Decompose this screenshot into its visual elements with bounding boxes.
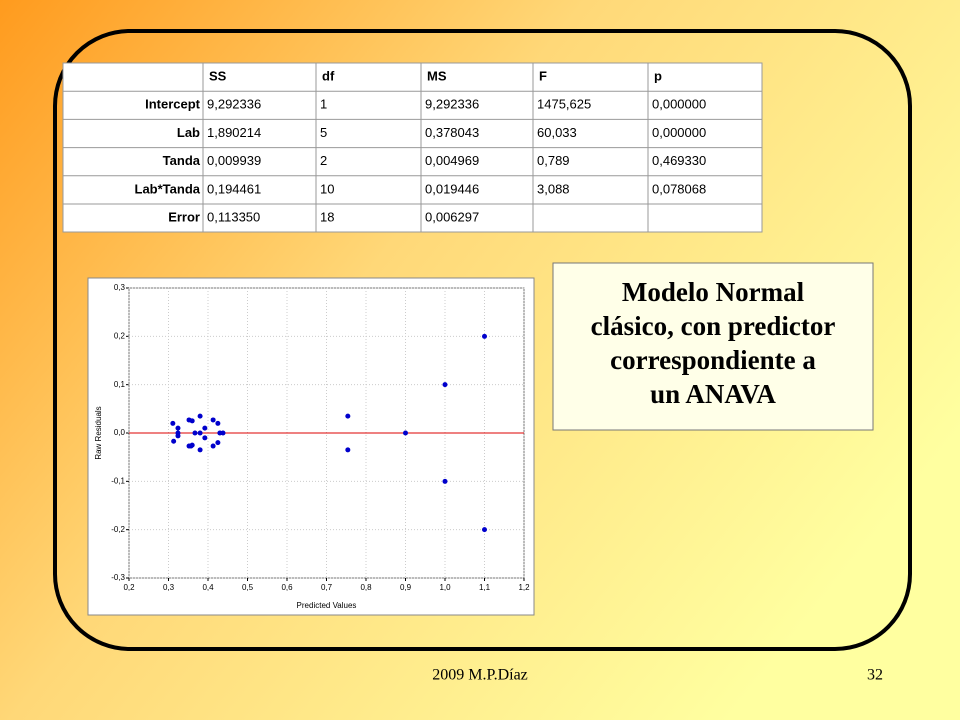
x-tick-label: 1,1 [479,583,491,592]
point [215,440,221,446]
x-tick-label: 1,2 [518,583,530,592]
point [189,442,195,448]
point [345,413,351,419]
text-box-line: un ANAVA [650,379,776,409]
cell: 60,033 [537,125,577,140]
cell: 9,292336 [425,97,479,112]
cell: 5 [320,125,327,140]
cell: 0,019446 [425,181,479,196]
cell: 10 [320,181,334,196]
x-tick-label: 0,2 [123,583,135,592]
x-tick-label: 0,7 [321,583,333,592]
page-number: 32 [867,667,883,684]
cell: 0,004969 [425,153,479,168]
cell: 18 [320,210,334,225]
y-tick-label: 0,1 [114,380,126,389]
cell: 1 [320,97,327,112]
cell: 0,469330 [652,153,706,168]
point [197,413,203,419]
text-box-line: clásico, con predictor [591,311,836,341]
y-tick-label: 0,2 [114,331,126,340]
point [175,425,181,431]
cell: 0,378043 [425,125,479,140]
cell: 3,088 [537,181,570,196]
point [403,430,408,436]
cell: 1,890214 [207,125,261,140]
point [197,447,203,453]
x-tick-label: 0,6 [281,583,293,592]
point [197,430,203,436]
cell: 0,078068 [652,181,706,196]
cell: 0,006297 [425,210,479,225]
point [202,425,208,431]
point [482,333,487,339]
cell: 0,194461 [207,181,261,196]
frame [53,29,912,651]
header-cell: F [539,69,547,84]
y-tick-label: -0,1 [111,476,125,485]
row-label: Intercept [145,97,201,112]
cell: 0,000000 [652,97,706,112]
point [189,418,195,424]
header-cell: SS [209,69,227,84]
x-tick-label: 0,9 [400,583,412,592]
cell: 1475,625 [537,97,591,112]
y-tick-label: -0,3 [111,573,125,582]
point [175,430,181,436]
point [482,527,487,533]
x-tick-label: 0,4 [202,583,214,592]
header-cell: df [322,69,335,84]
point [442,478,448,484]
y-tick-label: 0,3 [114,283,126,292]
x-tick-label: 0,3 [163,583,175,592]
cell: 0,000000 [652,125,706,140]
x-axis-label: Predicted Values [297,601,357,610]
y-tick-label: 0,0 [114,428,126,437]
point [210,417,216,423]
text-box-line: Modelo Normal [622,277,805,307]
header-cell: MS [427,69,447,84]
x-tick-label: 0,8 [360,583,372,592]
y-tick-label: -0,2 [111,525,125,534]
x-tick-label: 0,5 [242,583,254,592]
point [202,435,208,441]
point [215,420,221,426]
row-label: Lab [177,125,200,140]
header-cell: p [654,69,662,84]
point [171,438,177,444]
point [442,382,448,388]
point [192,430,198,436]
row-label: Lab*Tanda [135,181,201,196]
footer-left: 2009 M.P.Díaz [432,667,528,684]
row-label: Error [168,210,200,225]
point [210,443,216,449]
cell: 2 [320,153,327,168]
point [345,447,351,453]
cell: 0,789 [537,153,570,168]
cell: 9,292336 [207,97,261,112]
text-box-line: correspondiente a [610,345,816,375]
point [220,430,226,436]
cell: 0,113350 [207,210,260,225]
text-box [552,262,874,431]
x-tick-label: 1,0 [439,583,451,592]
cell: 0,009939 [207,153,261,168]
y-axis-label: Raw Residuals [94,406,103,459]
row-label: Tanda [163,153,201,168]
point [170,420,176,426]
